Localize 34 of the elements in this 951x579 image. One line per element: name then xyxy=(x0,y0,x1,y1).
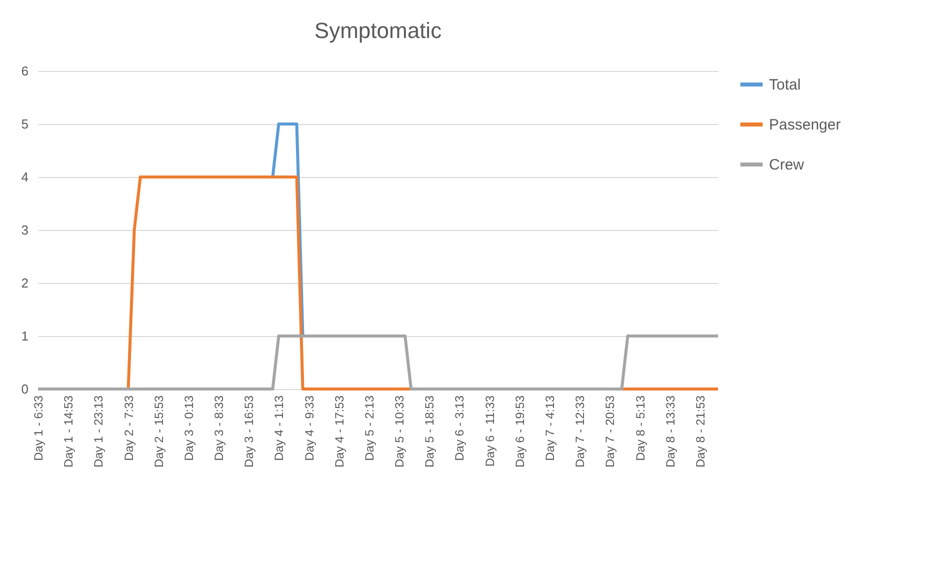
x-tick-label: Day 4 - 17:53 xyxy=(332,395,346,468)
chart-title: Symptomatic xyxy=(314,18,442,43)
x-tick-label: Day 2 - 15:53 xyxy=(152,395,166,468)
x-tick-label: Day 3 - 0:13 xyxy=(182,395,196,461)
x-tick-label: Day 7 - 20:53 xyxy=(603,395,618,468)
x-tick-label: Day 4 - 1:13 xyxy=(272,395,286,461)
x-tick-label: Day 1 - 14:53 xyxy=(62,395,76,468)
x-tick-label: Day 1 - 6:33 xyxy=(32,395,46,461)
x-tick-label: Day 7 - 4:13 xyxy=(543,395,558,461)
x-tick-label: Day 6 - 11:33 xyxy=(482,395,497,467)
y-tick-label: 5 xyxy=(21,116,28,132)
legend-label: Passenger xyxy=(769,116,841,134)
x-tick-label: Day 3 - 16:53 xyxy=(242,395,256,468)
y-tick-label: 3 xyxy=(21,222,28,238)
x-tick-label: Day 6 - 19:53 xyxy=(512,395,527,468)
x-tick-label: Day 5 - 2:13 xyxy=(362,395,376,461)
y-tick-label: 2 xyxy=(21,276,28,290)
y-tick-label: 1 xyxy=(21,328,28,344)
x-tick-label: Day 1 - 23:13 xyxy=(92,395,106,468)
x-tick-label: Day 4 - 9:33 xyxy=(302,395,316,461)
x-tick-label: Day 6 - 3:13 xyxy=(452,395,467,461)
x-tick-label: Day 5 - 18:53 xyxy=(422,395,437,468)
x-tick-label: Day 7 - 12:33 xyxy=(573,395,588,468)
x-tick-label: Day 5 - 10:33 xyxy=(392,395,407,468)
legend-label: Crew xyxy=(769,156,804,174)
x-tick-label: Day 8 - 21:53 xyxy=(693,395,708,468)
x-tick-label: Day 3 - 8:33 xyxy=(212,395,226,461)
y-tick-label: 6 xyxy=(21,64,28,78)
x-tick-label: Day 8 - 5:13 xyxy=(633,395,648,461)
legend-label: Total xyxy=(769,76,801,94)
x-tick-label: Day 8 - 13:33 xyxy=(663,395,678,468)
y-tick-label: 4 xyxy=(21,170,28,184)
x-tick-label: Day 2 - 7:33 xyxy=(122,395,136,461)
y-tick-label: 0 xyxy=(21,382,28,396)
